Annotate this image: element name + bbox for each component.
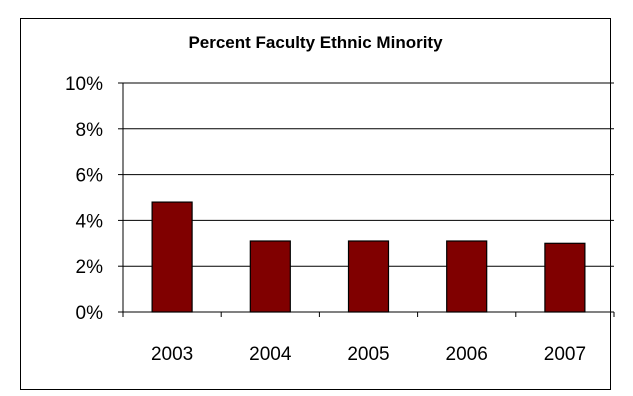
- y-tick-label: 2%: [76, 257, 104, 278]
- axes: [118, 82, 615, 317]
- bar-2007: [544, 242, 586, 313]
- x-tick-label: 2004: [249, 344, 292, 365]
- y-tick-labels: 0% 2% 4% 6% 8% 10%: [65, 74, 103, 324]
- y-tick-label: 10%: [65, 74, 103, 95]
- x-tick-label: 2007: [544, 344, 586, 365]
- gridlines: [123, 82, 614, 267]
- x-tick-label: 2005: [347, 344, 389, 365]
- y-tick-label: 6%: [76, 166, 104, 187]
- chart-frame: [20, 18, 611, 390]
- chart-title: Percent Faculty Ethnic Minority: [188, 33, 443, 52]
- bars: [151, 201, 586, 313]
- x-tick-labels: 2003 2004 2005 2006 2007: [151, 344, 586, 365]
- bar-2004: [249, 240, 291, 313]
- y-tick-label: 4%: [76, 211, 104, 232]
- bar-2003: [151, 201, 193, 313]
- x-tick-label: 2003: [151, 344, 193, 365]
- y-tick-label: 8%: [76, 120, 104, 141]
- bar-2006: [446, 240, 488, 313]
- y-tick-label: 0%: [76, 303, 104, 324]
- x-tick-label: 2006: [446, 344, 488, 365]
- bar-2005: [347, 240, 390, 313]
